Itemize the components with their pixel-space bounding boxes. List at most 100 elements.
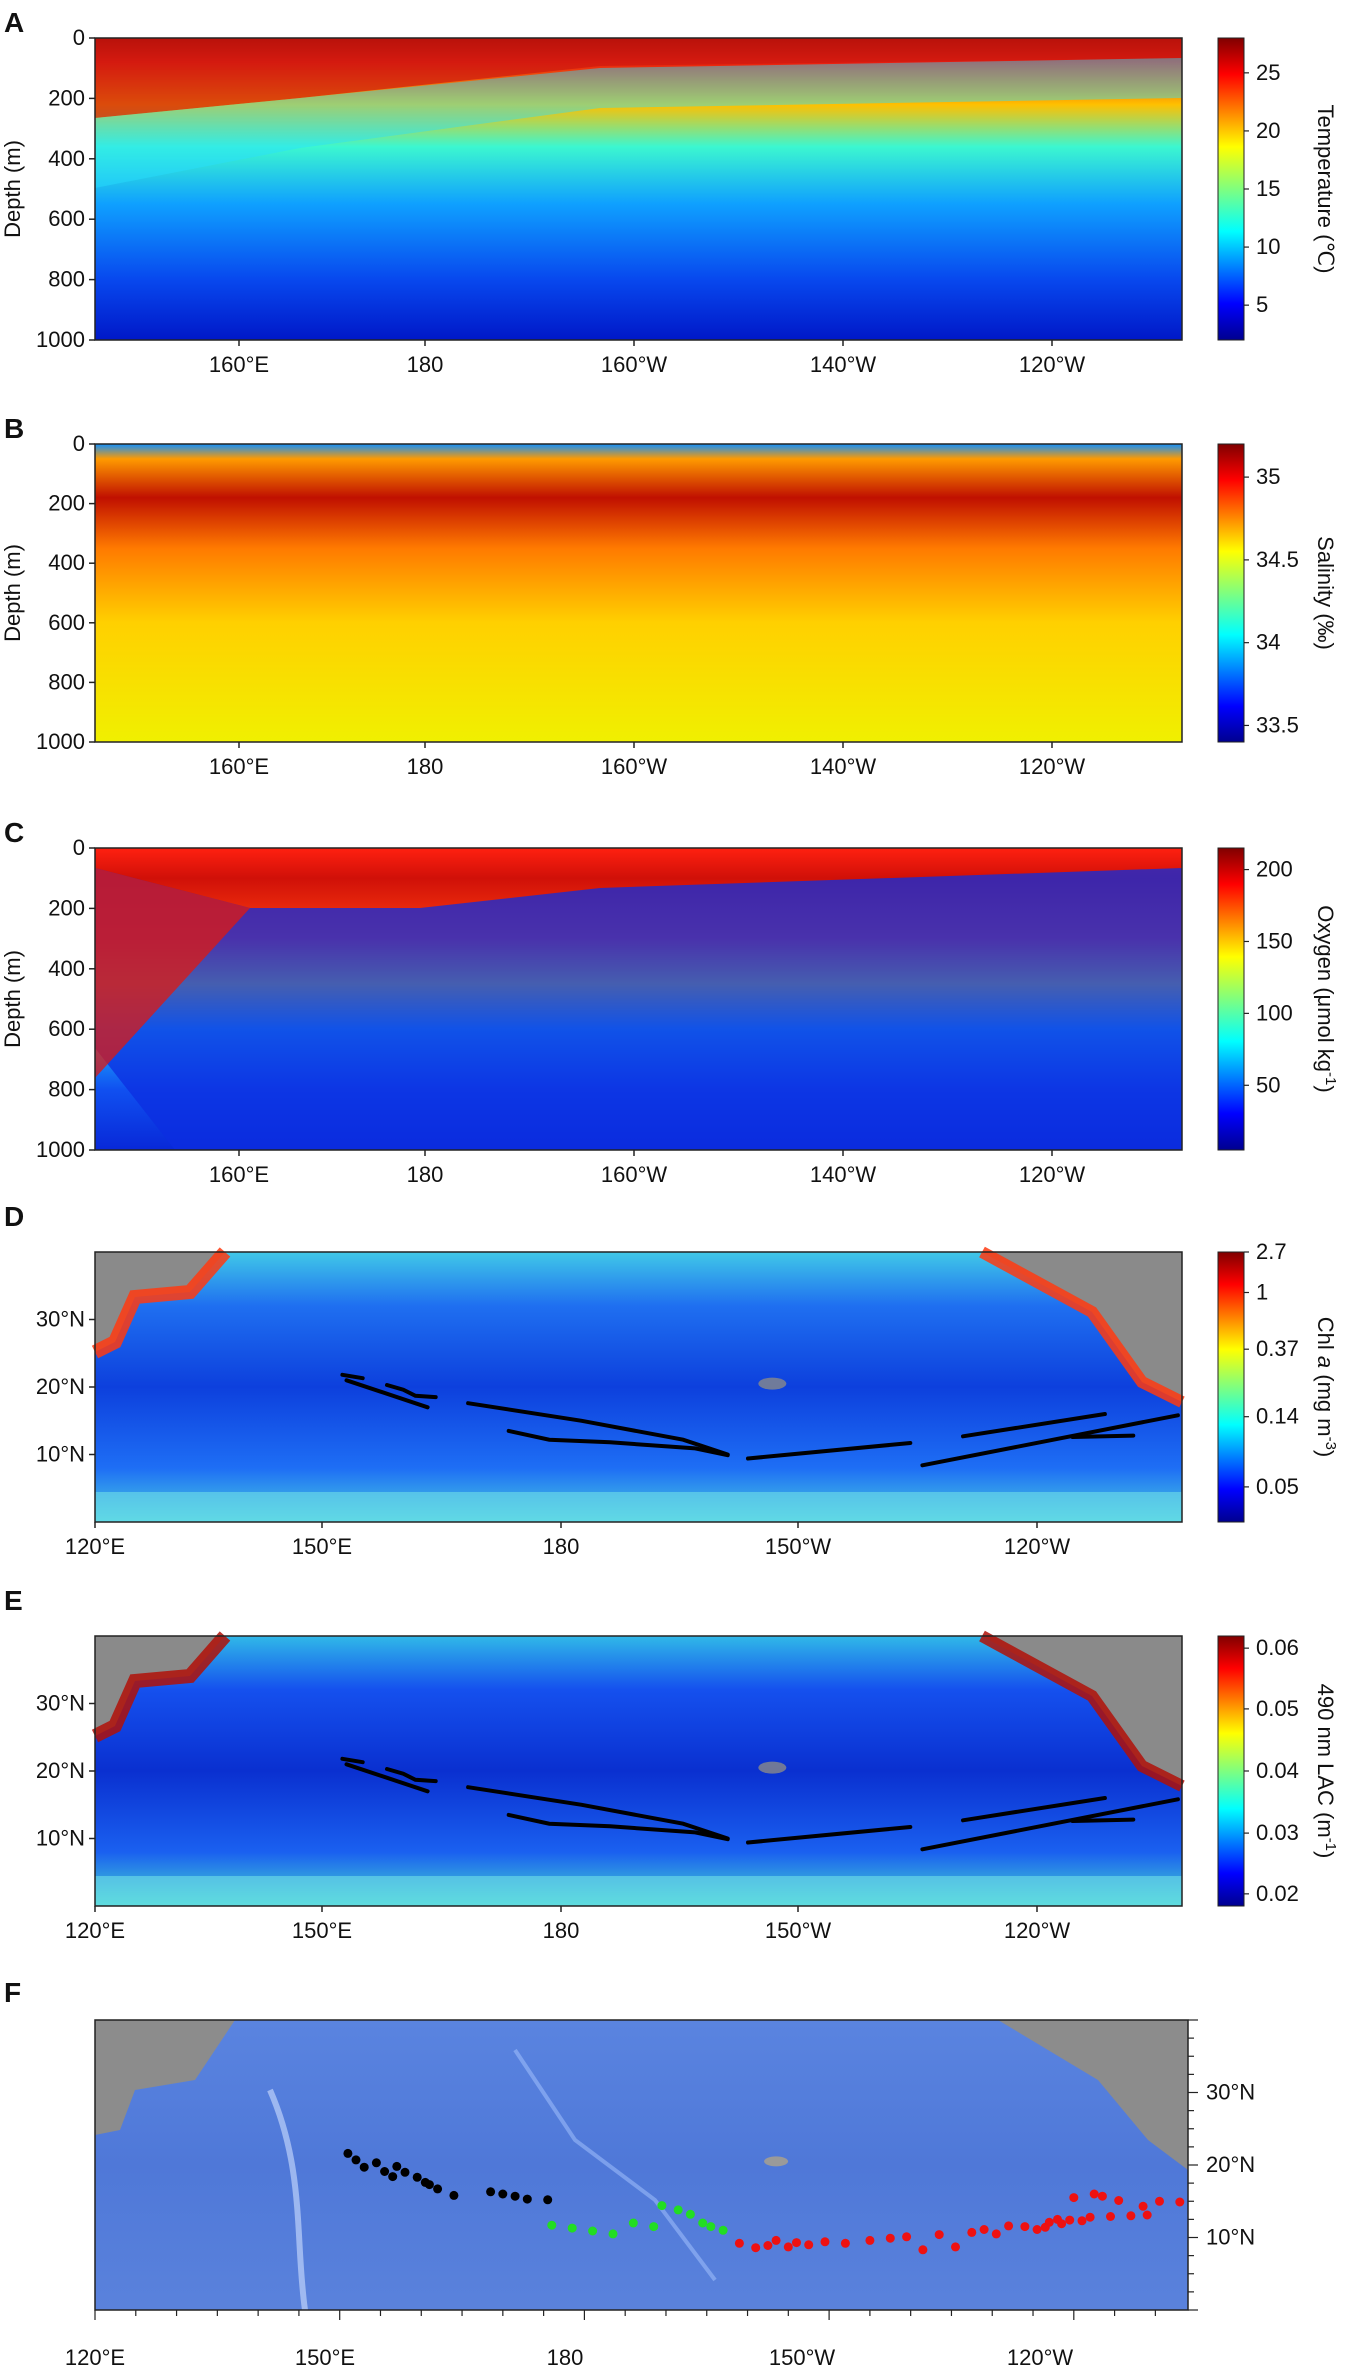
station-point — [1032, 2225, 1042, 2234]
land-asia — [95, 2020, 235, 2135]
ocean-field — [95, 1252, 1182, 1522]
station-point — [543, 2195, 553, 2205]
y-tick-label: 600 — [48, 610, 85, 635]
colorbar — [1217, 1635, 1245, 1907]
land-asia — [95, 1636, 225, 1736]
station-point — [424, 2180, 434, 2190]
transect-line — [385, 1383, 438, 1400]
colorbar-label: Oxygen (μmol kg-1) — [1313, 905, 1339, 1092]
coastal-bloom-east — [979, 1246, 1185, 1408]
panel-C: C 0 200 400 600 800 1000 Depth (m) 160°E 180 160°W… — [0, 817, 1339, 1187]
transect-line — [1070, 1817, 1136, 1823]
colorbar-tick-label: 2.7 — [1256, 1239, 1287, 1264]
station-point — [718, 2225, 728, 2235]
y-axis-label: Depth (m) — [0, 140, 25, 238]
x-tick-label: 120°W — [1004, 1918, 1071, 1943]
station-point — [1085, 2212, 1095, 2222]
station-point — [885, 2233, 895, 2243]
x-tick-label: 150°E — [292, 1918, 352, 1943]
y-tick-label: 200 — [48, 491, 85, 516]
station-point — [902, 2232, 912, 2242]
transect-line — [961, 1412, 1107, 1439]
transect-line — [506, 1812, 730, 1842]
station-point — [792, 2238, 801, 2248]
colorbar-tick-label: 20 — [1256, 118, 1280, 143]
station-point — [934, 2230, 944, 2240]
station-point — [951, 2242, 960, 2252]
station-point — [1089, 2189, 1099, 2199]
x-tick-label: 160°W — [601, 754, 668, 779]
y-tick-label: 800 — [48, 1077, 85, 1102]
colorbar-tick-label: 0.05 — [1256, 1474, 1299, 1499]
x-tick-label: 120°E — [65, 1534, 125, 1559]
coastal-bloom-west — [91, 1247, 231, 1359]
station-point — [567, 2223, 577, 2233]
station-point — [1069, 2193, 1079, 2203]
panel-E: E 30°N 20°N 10°N 120°E 150°E 180 150°W 120°W — [4, 1585, 1185, 1943]
x-tick-label: 160°E — [209, 1162, 269, 1187]
station-point — [522, 2194, 532, 2204]
station-point — [1142, 2210, 1152, 2220]
equatorial-band — [95, 1492, 1182, 1522]
colorbar-tick-label: 34.5 — [1256, 547, 1299, 572]
transect-line — [746, 1825, 913, 1845]
x-tick-label: 150°E — [295, 2345, 355, 2370]
station-point — [771, 2235, 781, 2245]
colorbar-tick-label: 50 — [1256, 1072, 1280, 1097]
x-tick-label: 120°E — [65, 1918, 125, 1943]
station-point — [1004, 2221, 1014, 2231]
transect-line — [1070, 1433, 1136, 1439]
colorbar-D: 2.7 1 0.37 0.14 0.05 Chl a (mg m-3) — [1217, 1239, 1339, 1523]
panel-A: A 0 200 400 600 800 1000 Depth (m) 160°E 180 160°W… — [0, 7, 1338, 377]
colorbar-tick-label: 34 — [1256, 630, 1280, 655]
station-point — [698, 2218, 708, 2228]
x-tick-label: 120°W — [1019, 754, 1086, 779]
station-point — [1155, 2196, 1164, 2206]
thermocline — [95, 58, 1182, 188]
transect-line — [920, 1797, 1180, 1852]
panel-B: B 0 200 400 600 800 1000 Depth (m) 160°E 180 160°W… — [0, 413, 1338, 779]
y-tick-label: 400 — [48, 956, 85, 981]
transect-line — [466, 1785, 730, 1841]
colorbar-tick-label: 15 — [1256, 176, 1280, 201]
x-tick-label: 160°W — [601, 1162, 668, 1187]
y-tick-label: 600 — [48, 1016, 85, 1041]
transect-line — [340, 1756, 365, 1765]
station-point — [392, 2161, 402, 2171]
colorbar-label: Temperature (℃) — [1313, 105, 1338, 274]
station-point — [865, 2235, 875, 2245]
colorbar-E: 0.06 0.05 0.04 0.03 0.02 490 nm LAC (m-1) — [1217, 1635, 1339, 1907]
station-point — [673, 2205, 683, 2215]
panel-label: D — [4, 1201, 24, 1232]
y-tick-label: 10°N — [36, 1826, 85, 1851]
station-point — [371, 2158, 381, 2168]
y-tick-label: 800 — [48, 669, 85, 694]
y-tick-label: 30°N — [36, 1307, 85, 1332]
transect-line — [746, 1441, 913, 1461]
transect-line — [344, 1762, 430, 1794]
colorbar — [1217, 443, 1245, 743]
station-point — [1126, 2211, 1136, 2221]
y-tick-label: 20°N — [1206, 2152, 1255, 2177]
colorbar-tick-label: 1 — [1256, 1280, 1268, 1305]
station-point — [380, 2167, 390, 2176]
oxygen-minimum-zone — [95, 868, 1182, 1150]
colorbar-tick-label: 100 — [1256, 1000, 1293, 1025]
colorbar-tick-label: 10 — [1256, 234, 1280, 259]
x-tick-label: 120°W — [1007, 2345, 1074, 2370]
transect-line — [961, 1796, 1107, 1823]
y-axis-label: Depth (m) — [0, 950, 25, 1048]
station-point — [449, 2190, 459, 2200]
station-point — [1114, 2196, 1124, 2205]
hawaii — [758, 1761, 787, 1774]
colorbar-tick-label: 0.06 — [1256, 1635, 1299, 1660]
x-tick-label: 160°W — [601, 352, 668, 377]
y-tick-label: 600 — [48, 206, 85, 231]
station-point — [1057, 2219, 1067, 2229]
panel-label: C — [4, 817, 24, 848]
station-point — [486, 2187, 496, 2197]
x-tick-label: 120°E — [65, 2345, 125, 2370]
station-point — [751, 2243, 761, 2253]
y-tick-label: 10°N — [36, 1442, 85, 1467]
station-point — [820, 2237, 830, 2247]
